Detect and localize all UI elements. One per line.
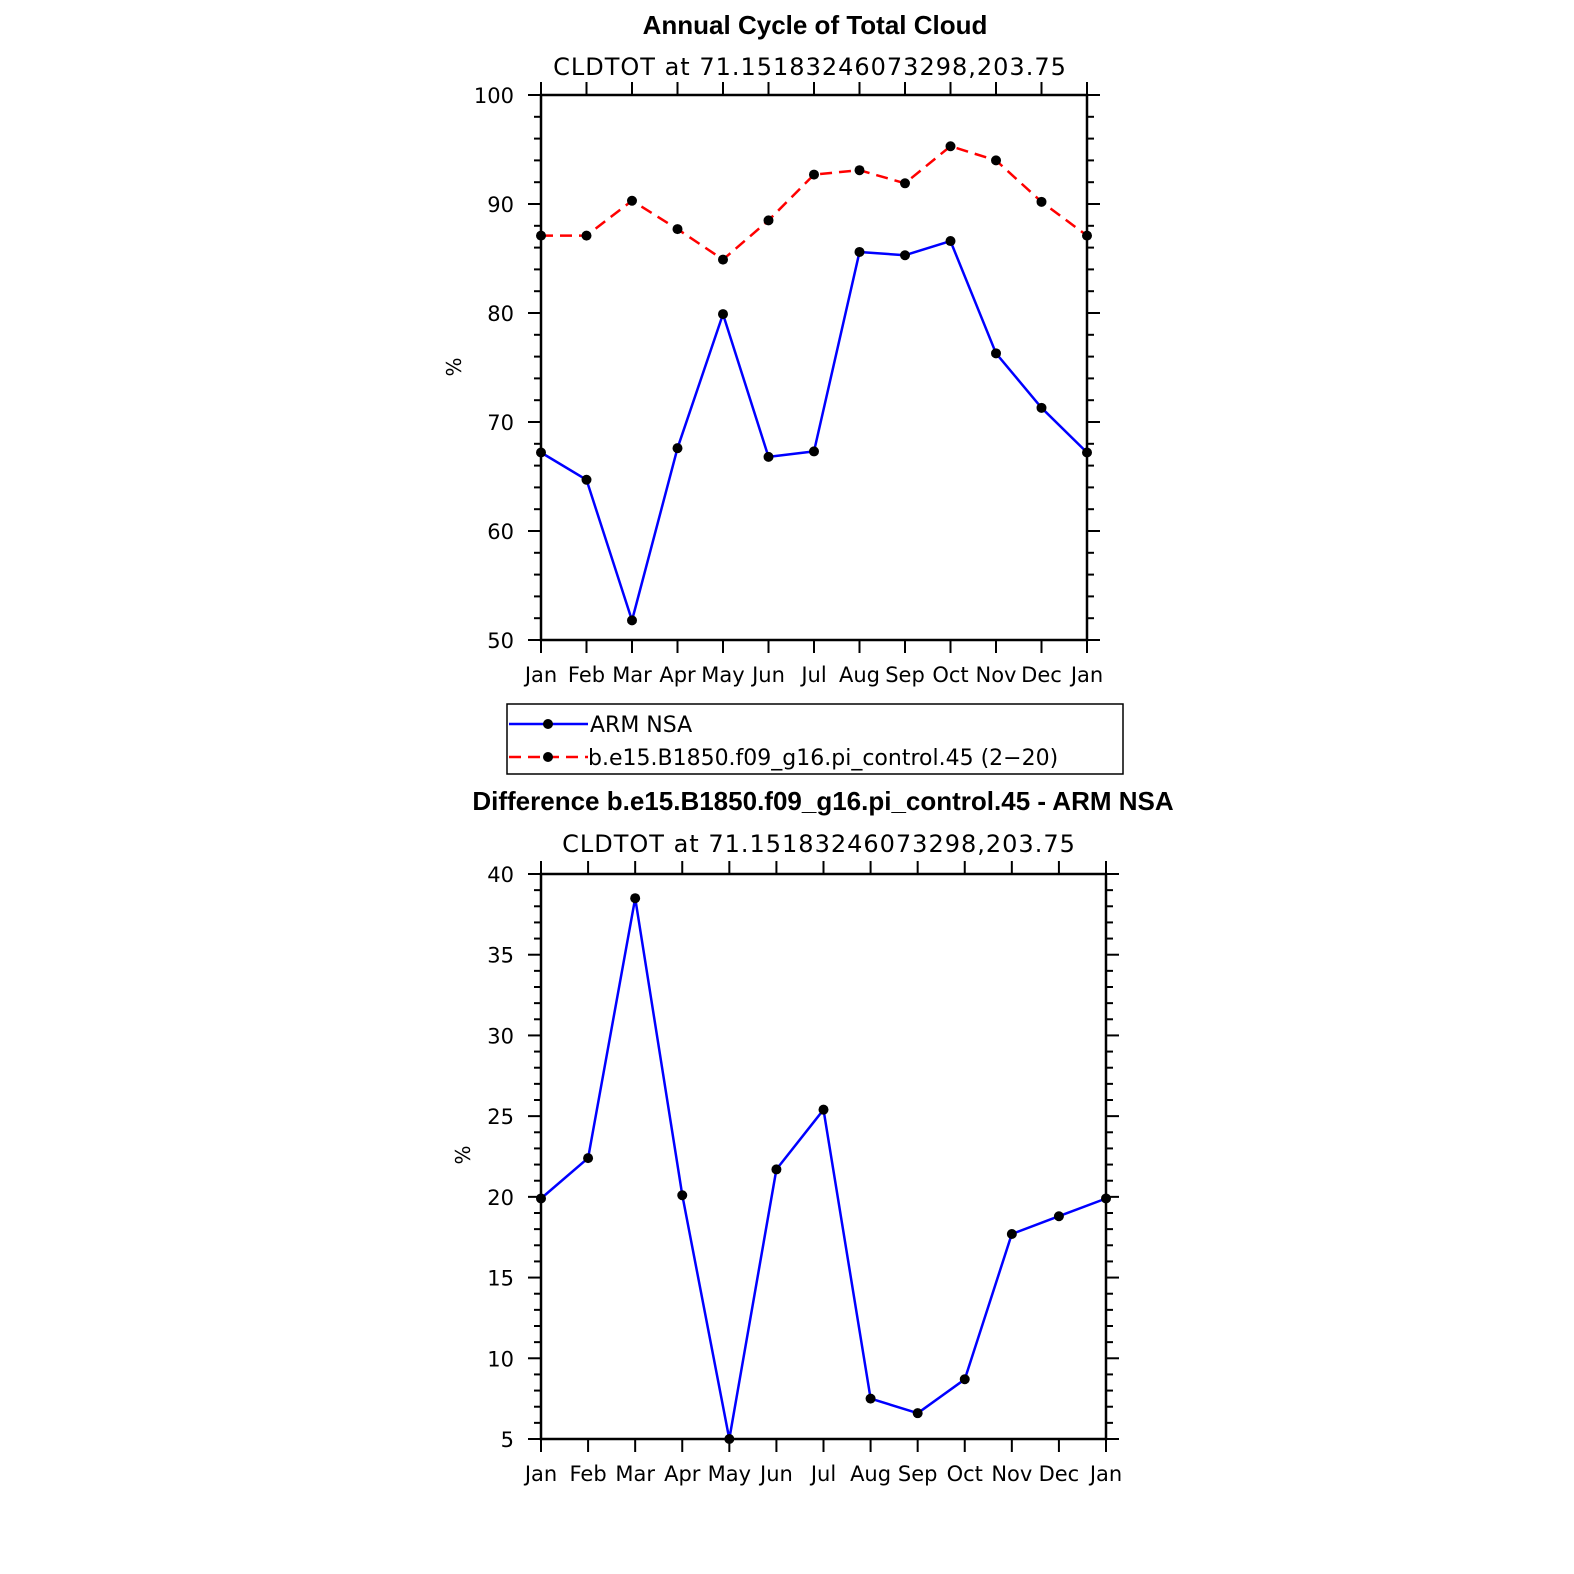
top-y-tick-label: 70 xyxy=(487,411,514,435)
top-series-0-point xyxy=(809,446,819,457)
bottom-x-tick-label: Jun xyxy=(758,1462,793,1486)
bottom-y-tick-label: 30 xyxy=(487,1024,514,1048)
top-x-tick-label: Jan xyxy=(1069,663,1103,687)
top-series-0-point xyxy=(900,250,910,261)
bottom-y-tick-label: 20 xyxy=(487,1186,514,1210)
bottom-x-tick-label: Feb xyxy=(569,1462,606,1486)
top-x-tick-label: Apr xyxy=(659,663,696,687)
top-series-1-point xyxy=(672,224,683,235)
top-y-tick-label: 50 xyxy=(487,629,514,653)
bottom-series-0-point xyxy=(724,1434,735,1444)
top-y-tick-label: 100 xyxy=(474,84,514,108)
top-series-0-point xyxy=(1082,447,1092,458)
bottom-x-tick-label: Dec xyxy=(1039,1462,1080,1486)
bottom-series-0-point xyxy=(912,1408,923,1419)
bottom-series-0-point xyxy=(1101,1193,1111,1204)
top-series-1-point xyxy=(900,178,910,189)
bottom-x-tick-label: Apr xyxy=(664,1462,701,1486)
legend-box xyxy=(506,703,1124,775)
top-x-tick-label: Oct xyxy=(932,663,968,687)
top-series-1-point xyxy=(1036,196,1047,207)
bottom-y-tick-label: 40 xyxy=(487,863,514,887)
bottom-series-0-point xyxy=(1006,1228,1017,1239)
bottom-series-0-point xyxy=(583,1153,594,1164)
bottom-series-0-point xyxy=(959,1374,970,1385)
top-chart-subtitle: CLDTOT at 71.15183246073298,203.75 xyxy=(553,53,1067,81)
top-x-tick-label: Aug xyxy=(839,663,880,687)
bottom-plot-area: 5 10 15 20 25 30 35 40 Jan Feb Mar Apr May Jun Jul Aug S… xyxy=(487,861,1122,1486)
legend-label-model: b.e15.B1850.f09_g16.pi_control.45 (2−20) xyxy=(588,746,1058,771)
top-series-0-point xyxy=(672,443,683,454)
bottom-y-tick-label: 25 xyxy=(487,1105,514,1129)
bottom-chart-subtitle: CLDTOT at 71.15183246073298,203.75 xyxy=(562,830,1076,858)
top-series-0-point xyxy=(763,451,774,462)
top-x-tick-label: Jul xyxy=(799,663,826,687)
top-series-1-point xyxy=(627,195,637,206)
bottom-series-0-point xyxy=(818,1104,829,1115)
top-plot-area: 50 60 70 80 90 100 Jan Feb Mar Apr May Jun Jul Aug Sep… xyxy=(474,82,1103,687)
top-series-1-point xyxy=(809,169,819,180)
top-x-tick-label: Jun xyxy=(750,663,785,687)
top-x-tick-label: May xyxy=(701,663,744,687)
top-series-1-point xyxy=(763,215,774,226)
bottom-y-tick-label: 10 xyxy=(487,1347,514,1371)
top-series-0-point xyxy=(718,309,728,320)
bottom-y-tick-label: 5 xyxy=(501,1428,514,1452)
top-series-1-point xyxy=(854,165,865,176)
bottom-series-0-point xyxy=(1053,1211,1064,1222)
bottom-x-tick-label: Nov xyxy=(991,1462,1032,1486)
bottom-x-tick-label: Aug xyxy=(850,1462,891,1486)
top-x-tick-label: Jan xyxy=(523,663,557,687)
top-y-axis-label: % xyxy=(442,357,466,376)
bottom-y-tick-label: 15 xyxy=(487,1267,514,1291)
legend-marker-model xyxy=(543,752,553,762)
top-chart-title: Annual Cycle of Total Cloud xyxy=(643,10,988,40)
top-series-1-point xyxy=(536,230,546,241)
legend-marker-arm-nsa xyxy=(543,719,553,729)
top-series-1-line xyxy=(541,144,1088,261)
bottom-series-0-line xyxy=(540,896,1107,1441)
top-series-1-point xyxy=(945,141,956,152)
top-y-tick-label: 90 xyxy=(487,193,514,217)
bottom-plot-frame xyxy=(539,872,1108,1441)
top-series-0-point xyxy=(991,348,1001,359)
bottom-series-0-point xyxy=(630,893,641,904)
top-series-0-point xyxy=(536,447,546,458)
bottom-series-0-point xyxy=(771,1164,782,1175)
bottom-series-0-point xyxy=(677,1190,688,1201)
top-series-1-point xyxy=(581,230,592,241)
bottom-y-axis-label: % xyxy=(451,1145,475,1164)
bottom-x-tick-label: Jan xyxy=(1088,1462,1122,1486)
bottom-y-tick-label: 35 xyxy=(487,944,514,968)
top-series-0-point xyxy=(1036,402,1047,413)
legend-label-arm-nsa: ARM NSA xyxy=(590,713,692,738)
top-x-tick-label: Feb xyxy=(568,663,605,687)
top-series-0-line xyxy=(540,239,1088,622)
top-series-1-point xyxy=(718,254,728,265)
bottom-x-tick-label: Jan xyxy=(523,1462,557,1486)
top-y-tick-label: 60 xyxy=(487,520,514,544)
bottom-series-0-point xyxy=(536,1193,546,1204)
top-x-tick-label: Sep xyxy=(885,663,925,687)
bottom-x-tick-label: Jul xyxy=(809,1462,836,1486)
bottom-chart-title: Difference b.e15.B1850.f09_g16.pi_contro… xyxy=(472,786,1174,816)
bottom-series-0-point xyxy=(865,1393,876,1404)
top-x-tick-label: Mar xyxy=(612,663,652,687)
top-series-1-point xyxy=(1082,230,1092,241)
top-x-tick-label: Nov xyxy=(976,663,1017,687)
top-series-0-point xyxy=(945,236,956,247)
bottom-x-tick-label: May xyxy=(708,1462,751,1486)
top-x-tick-label: Dec xyxy=(1021,663,1062,687)
top-series-0-point xyxy=(627,615,637,626)
bottom-x-tick-label: Sep xyxy=(898,1462,938,1486)
bottom-x-tick-label: Oct xyxy=(947,1462,983,1486)
top-series-1-point xyxy=(991,155,1001,166)
top-series-0-point xyxy=(581,474,592,485)
bottom-x-tick-label: Mar xyxy=(615,1462,655,1486)
legend: ARM NSA b.e15.B1850.f09_g16.pi_control.4… xyxy=(506,703,1124,775)
top-y-tick-label: 80 xyxy=(487,302,514,326)
top-series-0-point xyxy=(854,246,865,257)
